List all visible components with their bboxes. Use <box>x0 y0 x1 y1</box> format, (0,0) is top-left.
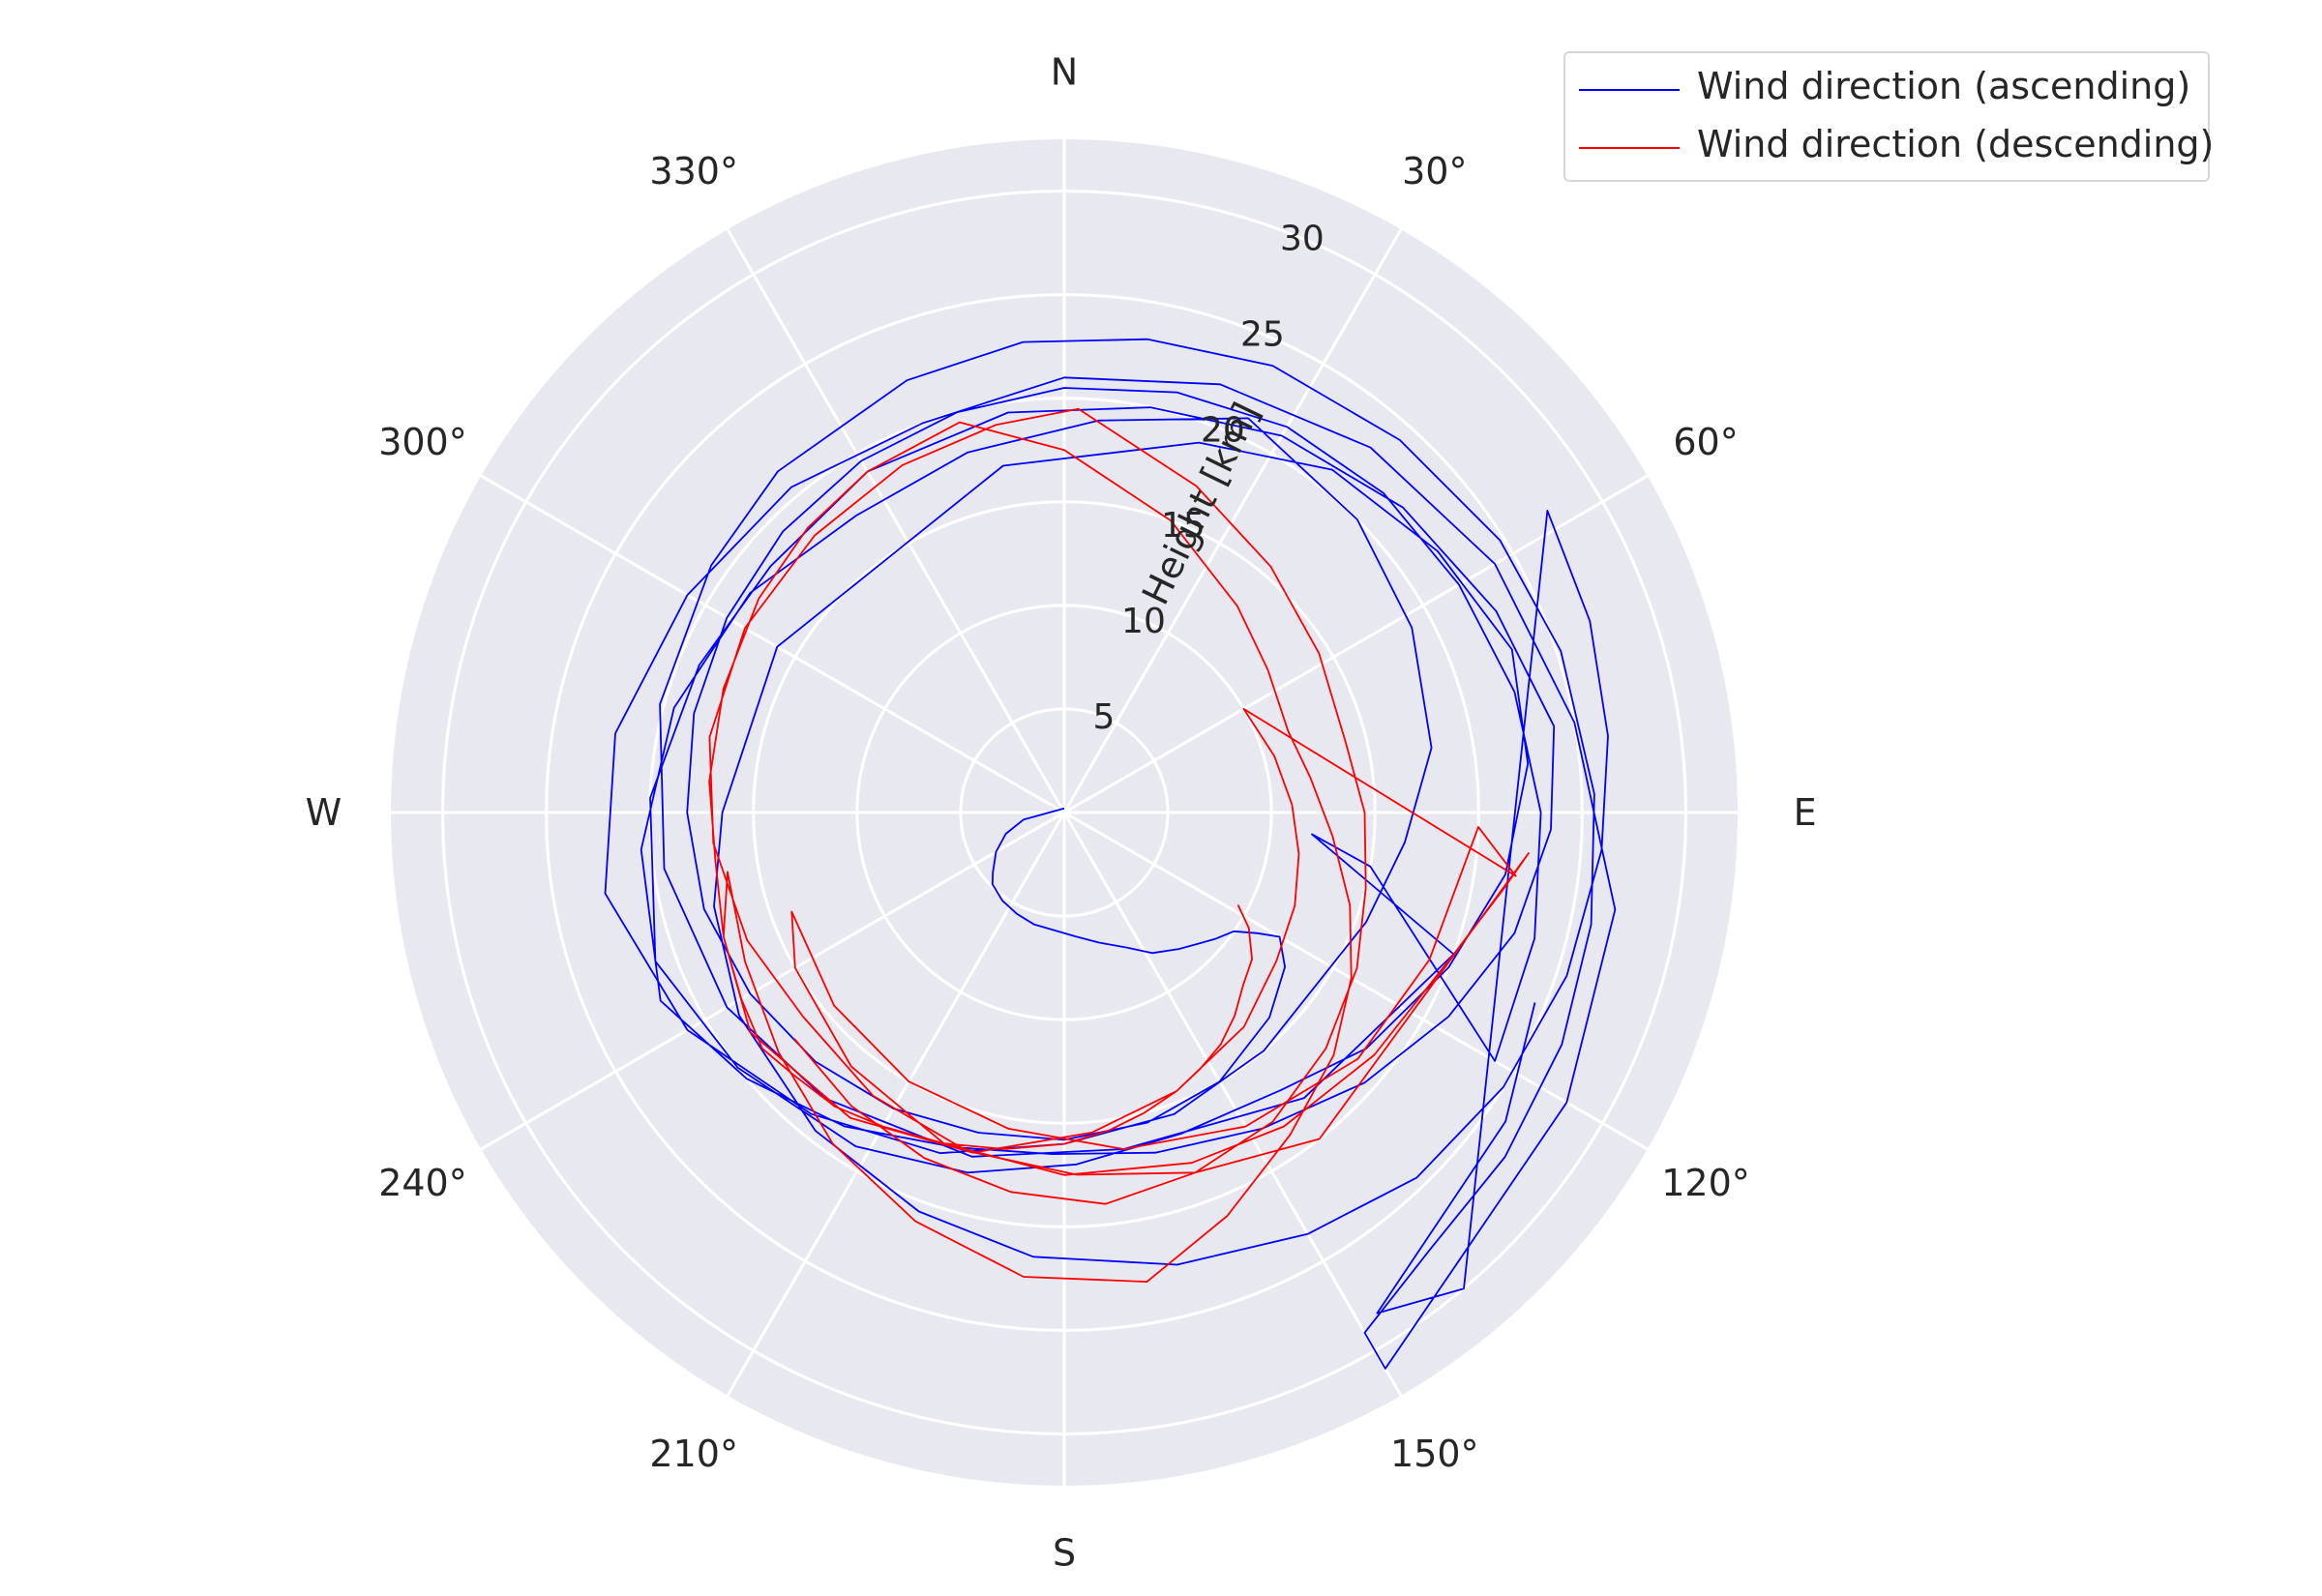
angular-tick-label: 330° <box>649 150 738 192</box>
angular-grid-line-300 <box>480 474 1065 814</box>
angular-tick-label: N <box>1051 50 1078 93</box>
radial-tick-label: 10 <box>1121 602 1166 641</box>
legend-label-ascending: Wind direction (ascending) <box>1697 65 2191 107</box>
angular-tick-label: E <box>1794 791 1817 834</box>
angular-grid-line-150 <box>1062 812 1403 1397</box>
radial-tick-labels: 5 10 15 20 25 30 <box>1093 219 1325 737</box>
legend-label-descending: Wind direction (descending) <box>1697 123 2215 165</box>
angular-tick-label: 210° <box>649 1433 738 1475</box>
series-layer <box>604 338 1617 1370</box>
radial-tick-label: 30 <box>1280 219 1325 258</box>
angular-tick-labels: N 30° 60° E 120° 150° S 210° 240° W 300° 330° <box>306 50 1817 1574</box>
angular-tick-label: 150° <box>1390 1433 1479 1475</box>
angular-tick-label: W <box>306 791 342 834</box>
radial-tick-label: 20 <box>1201 410 1245 450</box>
angular-grid-line-120 <box>1063 811 1649 1151</box>
angular-tick-label: 120° <box>1661 1162 1750 1204</box>
angular-grid-line-30 <box>1062 228 1403 813</box>
angular-tick-label: 60° <box>1673 421 1738 463</box>
legend-item-ascending: Wind direction (ascending) <box>1565 61 2208 119</box>
angular-grid-line-60 <box>1063 474 1649 814</box>
angular-grid-line-330 <box>726 228 1066 813</box>
polar-grid <box>391 139 1738 1486</box>
angular-tick-label: 300° <box>378 421 467 463</box>
angular-tick-label: 30° <box>1402 150 1467 192</box>
angular-tick-label: S <box>1053 1532 1076 1575</box>
radial-tick-label: 25 <box>1240 314 1285 354</box>
series-line-descending <box>708 407 1530 1283</box>
angular-grid-line-240 <box>480 811 1065 1151</box>
legend-line-descending <box>1579 147 1680 149</box>
angular-tick-label: 240° <box>378 1162 467 1204</box>
legend-item-descending: Wind direction (descending) <box>1565 119 2214 177</box>
radial-tick-label: 15 <box>1161 506 1206 546</box>
radial-tick-label: 5 <box>1093 697 1116 737</box>
legend: Wind direction (ascending) Wind directio… <box>1563 51 2214 182</box>
legend-line-ascending <box>1579 89 1680 91</box>
